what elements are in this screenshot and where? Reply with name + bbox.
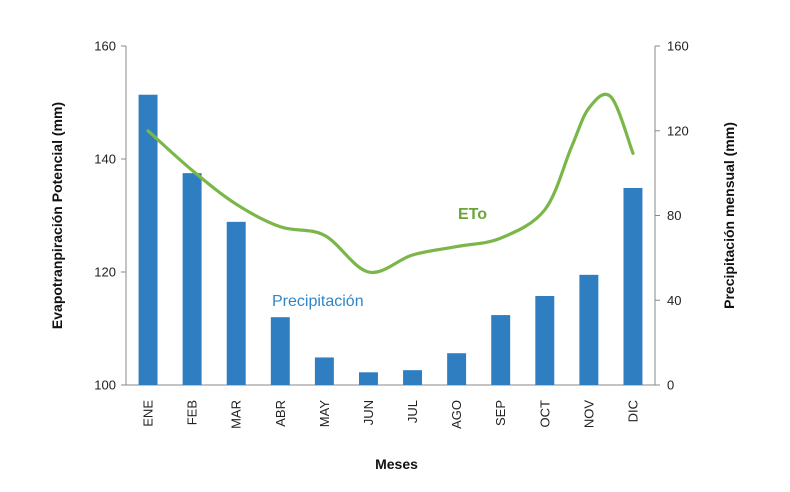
category-labels: ENE FEB MAR ABR MAY JUN JUL AGO SEP OCT NOV DIC xyxy=(141,400,641,429)
category-label: OCT xyxy=(537,400,552,428)
left-axis-title: Evapotranpiración Potencial (mm) xyxy=(49,102,65,329)
right-tick-label: 40 xyxy=(667,293,681,308)
category-label: NOV xyxy=(581,400,596,429)
category-label: DIC xyxy=(625,400,640,422)
bar-oct xyxy=(535,296,555,385)
bar-jun xyxy=(358,372,378,385)
right-axis-ticks: 0 40 80 120 160 xyxy=(655,39,689,393)
left-tick-label: 160 xyxy=(94,39,116,54)
right-tick-label: 0 xyxy=(667,378,674,393)
right-tick-label: 80 xyxy=(667,208,681,223)
bar-feb xyxy=(182,173,202,385)
bar-mar xyxy=(226,221,246,385)
bar-nov xyxy=(579,274,599,385)
left-axis-ticks: 100 120 140 160 xyxy=(94,39,126,393)
category-label: MAR xyxy=(229,400,244,429)
category-label: SEP xyxy=(493,400,508,426)
series-label-eto: ETo xyxy=(458,206,487,223)
bar-series xyxy=(138,94,643,385)
category-label: MAY xyxy=(317,400,332,428)
series-label-precipitacion: Precipitación xyxy=(272,293,364,310)
eto-series-line xyxy=(146,92,635,274)
bar-ago xyxy=(447,353,467,385)
category-label: ENE xyxy=(141,400,156,427)
left-tick-label: 100 xyxy=(94,378,116,393)
category-label: JUL xyxy=(405,400,420,423)
bar-ene xyxy=(138,94,158,385)
category-label: JUN xyxy=(361,400,376,425)
bar-sep xyxy=(491,315,511,385)
right-axis-title: Precipitación mensual (mm) xyxy=(721,122,737,309)
right-tick-label: 120 xyxy=(667,123,689,138)
category-label: FEB xyxy=(185,400,200,425)
x-axis-title: Meses xyxy=(375,456,418,472)
left-tick-label: 140 xyxy=(94,152,116,167)
category-label: ABR xyxy=(273,400,288,427)
bar-abr xyxy=(270,317,290,385)
bar-jul xyxy=(403,370,423,385)
bar-dic xyxy=(623,187,643,385)
left-tick-label: 120 xyxy=(94,265,116,280)
bar-may xyxy=(314,357,334,385)
category-label: AGO xyxy=(449,400,464,429)
axes xyxy=(125,46,656,386)
right-tick-label: 160 xyxy=(667,39,689,54)
